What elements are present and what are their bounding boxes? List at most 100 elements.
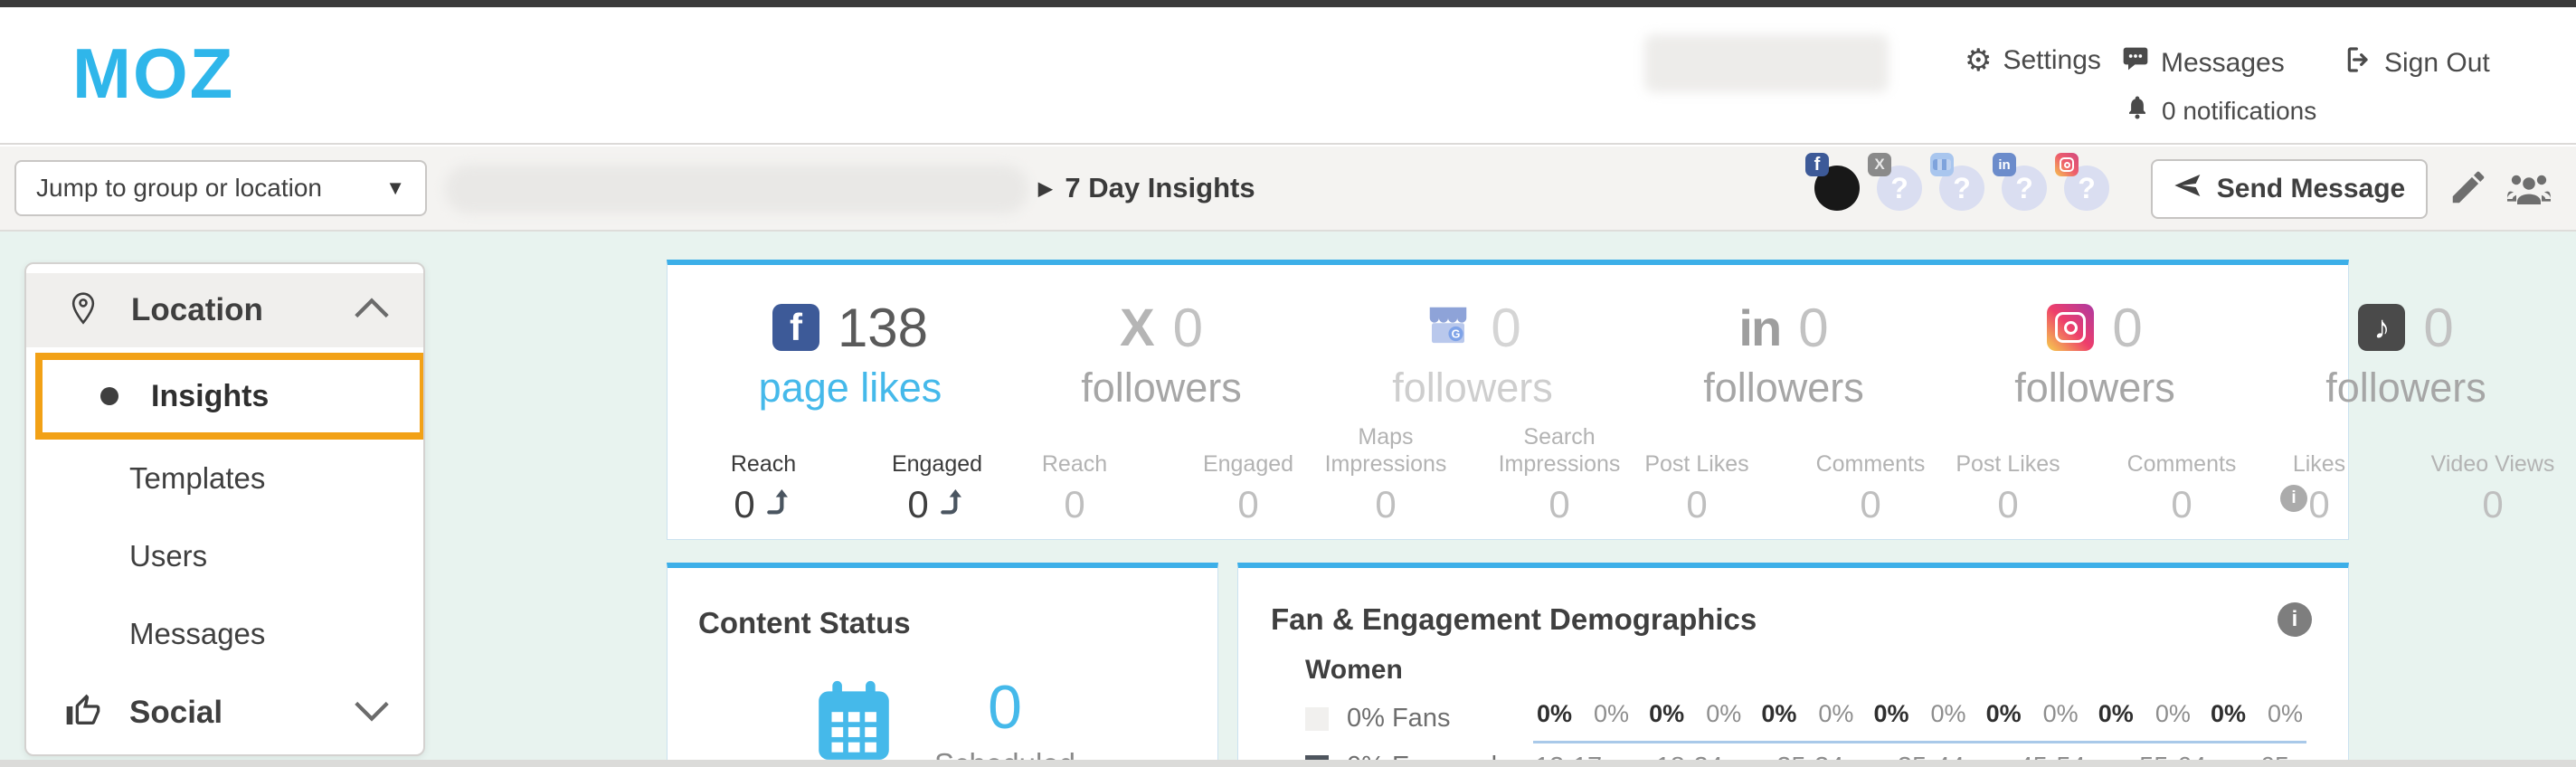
sidebar-item-users[interactable]: Users [26,517,423,595]
sidebar-item-insights[interactable]: Insights [35,353,423,440]
sidebar-section-location[interactable]: Location [26,273,423,347]
info-icon[interactable]: i [2278,602,2312,637]
active-bullet-icon [100,387,118,405]
demographics-chart: 0%0% 0%0% 0%0% 0%0% 0%0% 0%0% 0%0% 13-17… [1533,700,2306,767]
account-x[interactable]: X ? [1868,153,1922,211]
fans-swatch [1305,706,1329,731]
account-instagram[interactable]: ? [2055,153,2109,211]
chart-baseline [1533,741,2306,743]
linkedin-post-likes-metric: Post Likes 0 [1644,451,1749,526]
google-maps-impressions-metric: Maps Impressions 0 [1324,424,1447,526]
linkedin-comments-metric: Comments 0 [1815,451,1926,526]
question-mark-icon: ? [1890,171,1908,204]
sidebar-item-messages[interactable]: Messages [26,595,423,673]
question-mark-icon: ? [2015,171,2033,204]
chevron-down-icon [351,697,393,729]
content-status-title: Content Status [698,606,911,639]
seven-day-insights-link[interactable]: ▶ 7 Day Insights [1038,147,1255,230]
caret-right-icon: ▶ [1038,178,1053,199]
x-count: 0 [1172,297,1204,358]
account-google-business[interactable]: ? [1930,153,1984,211]
calendar-icon [810,677,898,767]
percent-row: 0% 0% 0% 0% 0% 0% 0% 0% 0% 0% 0% 0% 0% 0% [1533,700,2306,728]
tiktok-likes-metric: Likes 0 [2292,451,2346,526]
messages-link[interactable]: Messages [2121,45,2285,81]
tiktok-count-label: followers [2325,365,2486,411]
linkedin-icon: in [1993,153,2016,176]
trend-up-icon [764,483,793,526]
chevron-down-icon: ▼ [385,176,405,199]
location-section-label: Location [131,292,263,327]
stat-google-business: G 0 followers Maps Impressions 0 Search … [1317,265,1628,539]
facebook-reach-metric: Reach 0 [730,451,797,526]
chat-bubble-icon [2121,45,2150,81]
scheduled-stat: 0 Scheduled [934,677,1075,767]
facebook-icon: f [1805,153,1829,176]
info-icon[interactable]: i [2280,485,2307,512]
sign-out-icon [2344,45,2373,81]
x-icon: X [1868,153,1891,176]
toolbar: Jump to group or location ▼ ▶ 7 Day Insi… [0,147,2576,232]
stat-linkedin: in 0 followers Post Likes 0 Comments 0 [1628,265,1939,539]
notifications-link[interactable]: 0 notifications [2124,94,2316,128]
tiktok-count: 0 [2423,297,2454,358]
tiktok-video-views-metric: Video Views 0 [2430,451,2555,526]
settings-link[interactable]: ⚙ Settings [1965,45,2101,76]
messages-label: Messages [2161,48,2285,78]
linkedin-count: 0 [1798,297,1829,358]
demographics-legend: Women 0% Fans 0% Engaged [1305,655,1533,767]
linkedin-icon: in [1738,298,1782,356]
facebook-count-label: page likes [758,365,942,411]
demographics-title: Fan & Engagement Demographics [1271,602,1757,636]
sidebar-item-templates[interactable]: Templates [26,440,423,517]
messages-item-label: Messages [129,617,266,650]
google-business-icon [1930,153,1954,176]
value-pair: 0% 0% [2210,700,2303,727]
stat-x: X 0 followers Reach 0 Engaged 0 [1006,265,1317,539]
content-status-card: Content Status 0 [667,563,1218,767]
social-section-label: Social [129,695,223,730]
paper-plane-icon [2174,171,2202,207]
value-pair: 0% 0% [1649,700,1742,727]
send-message-button[interactable]: Send Message [2151,159,2428,219]
facebook-count: 138 [837,297,929,358]
instagram-count-label: followers [2014,365,2175,411]
account-linkedin[interactable]: in ? [1993,153,2047,211]
instagram-placeholder-avatar: ? [2064,166,2109,211]
x-engaged-metric: Engaged 0 [1202,451,1294,526]
connected-accounts: f X ? ? in ? ? [1805,153,2109,211]
x-icon: X [1119,298,1155,357]
templates-item-label: Templates [129,461,266,495]
google-count: 0 [1491,297,1521,358]
group-label: Women [1305,655,1403,685]
jump-dropdown-label: Jump to group or location [36,174,322,202]
sign-out-link[interactable]: Sign Out [2344,45,2490,81]
settings-label: Settings [2003,45,2101,75]
fans-legend-label: 0% Fans [1347,704,1451,733]
edit-pencil-icon[interactable] [2448,166,2489,213]
google-business-icon: G [1424,301,1473,355]
insights-item-label: Insights [151,378,270,413]
browser-top-strip [0,0,2576,7]
chevron-up-icon [351,295,393,327]
value-pair: 0% 0% [1537,700,1630,727]
instagram-icon [2047,304,2095,351]
user-name-redacted [1644,34,1889,92]
breadcrumb-redacted [445,165,1028,213]
google-search-impressions-metric: Search Impressions 0 [1498,424,1621,526]
people-group-icon[interactable] [2505,165,2552,214]
fan-engagement-demographics-card: Fan & Engagement Demographics i Women 0%… [1237,563,2349,767]
location-pin-icon [68,291,99,330]
facebook-engaged-metric: Engaged 0 [891,451,983,526]
send-message-label: Send Message [2216,174,2406,204]
value-pair: 0% 0% [1761,700,1854,727]
instagram-comments-metric: Comments 0 [2126,451,2237,526]
account-facebook[interactable]: f [1805,153,1860,211]
x-count-label: followers [1081,365,1242,411]
stat-instagram: 0 followers Post Likes 0 Comments 0 [1939,265,2250,539]
linkedin-count-label: followers [1703,365,1864,411]
sidebar-section-social[interactable]: Social [26,673,423,753]
jump-to-group-dropdown[interactable]: Jump to group or location ▼ [14,160,427,216]
notifications-label: 0 notifications [2162,96,2317,125]
